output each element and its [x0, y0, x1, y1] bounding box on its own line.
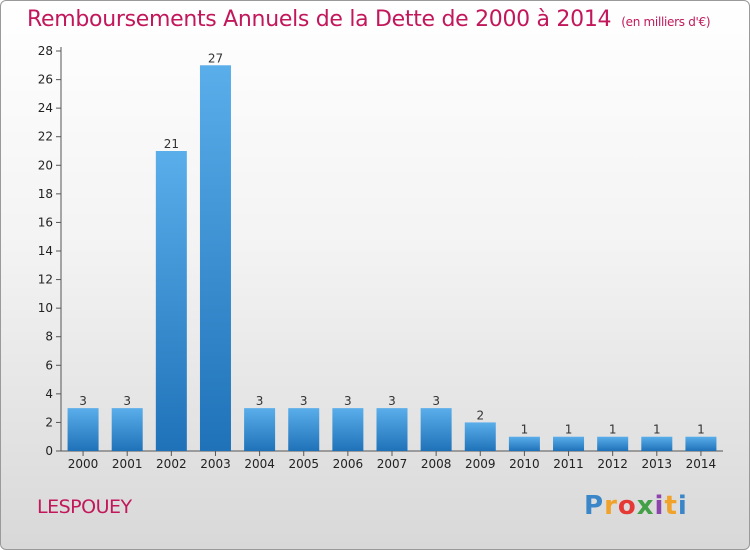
data-label: 27	[208, 51, 223, 65]
data-label: 3	[123, 394, 131, 408]
y-tick-label: 24	[38, 101, 53, 115]
commune-name: LESPOUEY	[37, 496, 132, 518]
bar	[508, 436, 540, 451]
data-label: 3	[256, 394, 264, 408]
x-tick-label: 2007	[377, 457, 408, 471]
x-tick-label: 2002	[156, 457, 187, 471]
y-tick-label: 16	[38, 215, 53, 229]
bar	[332, 408, 364, 451]
x-tick-label: 2001	[112, 457, 143, 471]
y-tick-label: 28	[38, 44, 53, 58]
y-tick-label: 18	[38, 187, 53, 201]
data-label: 1	[697, 423, 705, 437]
bar	[641, 436, 673, 451]
proxiti-logo: Proxiti	[584, 491, 688, 521]
y-tick-label: 12	[38, 273, 53, 287]
x-tick-label: 2009	[465, 457, 496, 471]
x-tick-label: 2010	[509, 457, 540, 471]
bar	[420, 408, 452, 451]
bar	[111, 408, 143, 451]
data-label: 3	[300, 394, 308, 408]
data-label: 1	[521, 423, 529, 437]
y-tick-label: 6	[45, 358, 53, 372]
bar	[155, 151, 187, 451]
y-tick-label: 10	[38, 301, 53, 315]
data-label: 3	[388, 394, 396, 408]
data-label: 1	[653, 423, 661, 437]
x-tick-label: 2003	[200, 457, 231, 471]
y-tick-label: 8	[45, 330, 53, 344]
x-tick-label: 2000	[68, 457, 99, 471]
x-tick-label: 2012	[597, 457, 628, 471]
x-tick-label: 2004	[244, 457, 275, 471]
bar	[597, 436, 629, 451]
data-label: 2	[476, 408, 484, 422]
x-tick-label: 2005	[288, 457, 319, 471]
data-label: 1	[565, 423, 573, 437]
x-tick-label: 2008	[421, 457, 452, 471]
bar	[553, 436, 585, 451]
data-label: 3	[344, 394, 352, 408]
bar	[244, 408, 276, 451]
data-label: 1	[609, 423, 617, 437]
y-tick-label: 26	[38, 73, 53, 87]
bar	[685, 436, 717, 451]
x-tick-label: 2014	[686, 457, 717, 471]
x-tick-label: 2006	[333, 457, 364, 471]
bar	[288, 408, 320, 451]
y-tick-label: 4	[45, 387, 53, 401]
x-tick-label: 2013	[642, 457, 673, 471]
data-label: 3	[432, 394, 440, 408]
y-tick-label: 22	[38, 130, 53, 144]
unit-label: (en milliers d'€)	[621, 15, 711, 29]
y-tick-label: 14	[38, 244, 53, 258]
x-tick-label: 2011	[553, 457, 584, 471]
bar	[199, 65, 231, 452]
chart-title: Remboursements Annuels de la Dette de 20…	[27, 7, 711, 32]
data-label: 21	[164, 137, 179, 151]
y-tick-label: 0	[45, 444, 53, 458]
y-tick-label: 20	[38, 158, 53, 172]
bar	[376, 408, 408, 451]
y-tick-label: 2	[45, 415, 53, 429]
bar	[67, 408, 99, 451]
data-label: 3	[79, 394, 87, 408]
bar	[464, 422, 496, 451]
chart-title-text: Remboursements Annuels de la Dette de 20…	[27, 7, 612, 32]
